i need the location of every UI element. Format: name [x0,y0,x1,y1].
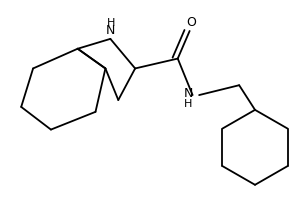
Text: H: H [107,18,115,28]
Text: H: H [184,99,192,109]
Text: N: N [184,87,193,100]
Text: O: O [186,16,196,29]
Text: N: N [106,24,115,37]
